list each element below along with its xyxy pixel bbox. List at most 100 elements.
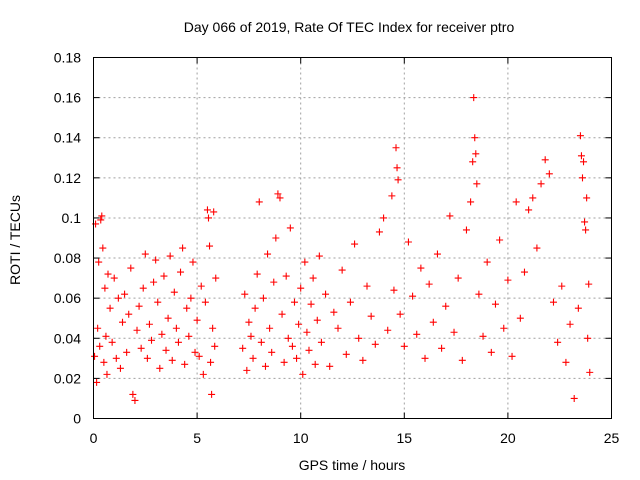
x-tick-label: 15: [397, 430, 413, 446]
data-point: [404, 238, 412, 246]
data-point: [330, 308, 338, 316]
data-point: [496, 236, 504, 244]
data-point: [470, 94, 478, 102]
data-point: [351, 240, 359, 248]
data-point: [582, 226, 590, 234]
data-point: [346, 298, 354, 306]
data-point: [400, 342, 408, 350]
data-point: [585, 280, 593, 288]
data-point: [141, 250, 149, 258]
data-point: [282, 272, 290, 280]
data-point: [288, 342, 296, 350]
data-point: [303, 328, 311, 336]
data-point: [549, 298, 557, 306]
data-points: [91, 94, 594, 404]
data-point: [384, 326, 392, 334]
data-point: [160, 272, 168, 280]
data-point: [195, 352, 203, 360]
y-tick-label: 0: [73, 411, 81, 427]
data-point: [396, 310, 404, 318]
y-tick-label: 0.18: [54, 50, 81, 66]
data-point: [204, 214, 212, 222]
data-point: [249, 354, 257, 362]
data-point: [280, 358, 288, 366]
data-point: [508, 352, 516, 360]
data-point: [187, 294, 195, 302]
chart-title: Day 066 of 2019, Rate Of TEC Index for r…: [184, 19, 515, 35]
data-point: [472, 150, 480, 158]
data-point: [251, 304, 259, 312]
data-point: [170, 288, 178, 296]
data-point: [421, 354, 429, 362]
data-point: [177, 268, 185, 276]
data-point: [359, 356, 367, 364]
data-point: [99, 244, 107, 252]
data-point: [119, 318, 127, 326]
data-point: [152, 256, 160, 264]
data-point: [504, 276, 512, 284]
data-point: [581, 218, 589, 226]
data-point: [317, 338, 325, 346]
data-point: [121, 290, 129, 298]
data-point: [586, 368, 594, 376]
data-point: [245, 318, 253, 326]
data-point: [125, 310, 133, 318]
data-point: [375, 228, 383, 236]
data-point: [577, 152, 585, 160]
data-point: [574, 304, 582, 312]
x-axis-label: GPS time / hours: [299, 457, 406, 473]
data-point: [145, 320, 153, 328]
data-point: [413, 330, 421, 338]
data-point: [533, 244, 541, 252]
y-tick-label: 0.06: [54, 290, 81, 306]
data-point: [179, 244, 187, 252]
data-point: [191, 348, 199, 356]
data-point: [110, 274, 118, 282]
data-point: [315, 252, 323, 260]
data-point: [103, 370, 111, 378]
data-point: [239, 344, 247, 352]
data-point: [394, 176, 402, 184]
y-tick-label: 0.14: [54, 130, 81, 146]
data-point: [458, 356, 466, 364]
data-point: [253, 270, 261, 278]
data-point: [210, 208, 218, 216]
data-point: [342, 350, 350, 358]
data-point: [129, 390, 137, 398]
data-point: [554, 338, 562, 346]
data-point: [512, 198, 520, 206]
data-point: [363, 282, 371, 290]
data-point: [137, 344, 145, 352]
data-point: [290, 298, 298, 306]
data-point: [150, 278, 158, 286]
data-point: [276, 194, 284, 202]
data-point: [326, 362, 334, 370]
data-point: [578, 174, 586, 182]
data-point: [133, 326, 141, 334]
data-point: [516, 314, 524, 322]
data-point: [301, 258, 309, 266]
data-point: [417, 264, 425, 272]
data-point: [580, 158, 588, 166]
data-point: [162, 346, 170, 354]
data-point: [241, 290, 249, 298]
data-point: [272, 234, 280, 242]
x-tick-label: 10: [293, 430, 309, 446]
data-point: [295, 320, 303, 328]
data-point: [148, 336, 156, 344]
data-point: [278, 310, 286, 318]
y-tick-label: 0.04: [54, 330, 81, 346]
data-point: [520, 268, 528, 276]
data-point: [469, 158, 477, 166]
y-tick-label: 0.02: [54, 370, 81, 386]
data-point: [525, 206, 533, 214]
data-point: [211, 342, 219, 350]
data-point: [479, 332, 487, 340]
data-point: [164, 314, 172, 322]
data-point: [166, 252, 174, 260]
data-point: [487, 348, 495, 356]
data-point: [94, 324, 102, 332]
data-point: [583, 194, 591, 202]
data-point: [201, 298, 209, 306]
data-point: [243, 366, 251, 374]
